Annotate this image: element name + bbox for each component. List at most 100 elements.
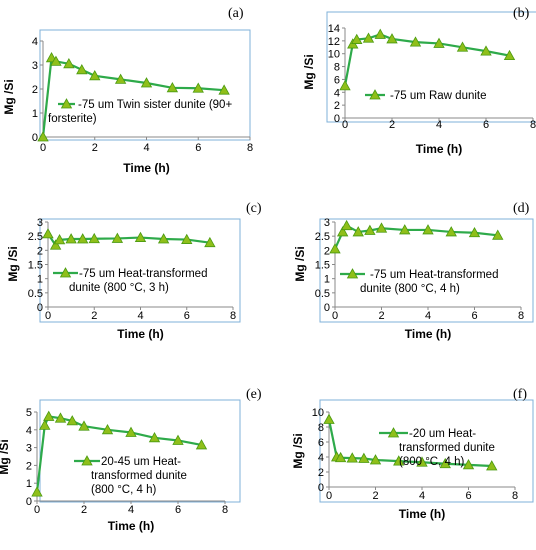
y-tick-label: 2.5: [28, 231, 43, 243]
x-tick-label: 2: [91, 310, 97, 322]
data-point: [172, 434, 184, 445]
y-tick-label: 2: [37, 245, 43, 257]
data-point: [166, 81, 179, 93]
y-tick-label: 4: [26, 425, 32, 437]
x-tick-label: 6: [471, 310, 477, 322]
data-point: [492, 229, 504, 240]
data-point: [101, 423, 114, 435]
y-tick-label: 1: [37, 274, 43, 286]
data-point: [468, 226, 481, 238]
y-tick-label: 2: [26, 460, 32, 472]
y-tick-label: 8: [318, 422, 324, 434]
x-tick-label: 2: [378, 310, 384, 322]
series-line: [41, 55, 225, 138]
data-point: [339, 80, 351, 91]
x-axis-title: Time (h): [108, 519, 154, 533]
y-tick-label: 0: [324, 302, 330, 314]
y-tick-label: 2: [318, 467, 324, 479]
data-point: [439, 457, 451, 469]
data-point: [369, 454, 382, 465]
x-axis-title: Time (h): [405, 327, 451, 341]
data-point: [218, 84, 230, 95]
y-tick-label: 6: [334, 74, 340, 86]
x-tick-label: 2: [372, 490, 378, 502]
x-tick-label: 8: [512, 490, 518, 502]
y-tick-label: 0: [32, 132, 38, 144]
y-tick-label: 10: [312, 407, 324, 419]
data-point: [111, 232, 124, 243]
y-tick-label: 10: [328, 49, 340, 61]
legend-marker: [369, 89, 381, 100]
data-point: [480, 45, 492, 56]
data-point: [399, 224, 411, 235]
legend-label: -75 um Heat-transformed: [79, 268, 207, 280]
data-point: [445, 226, 457, 237]
y-axis-title: Mg /Si: [293, 246, 307, 281]
data-point: [375, 222, 388, 233]
y-tick-label: 3: [26, 443, 32, 455]
x-tick-label: 6: [195, 142, 201, 154]
legend-label: dunite (800 °C, 3 h): [69, 282, 169, 294]
data-point: [409, 36, 422, 47]
y-axis-title: Mg /Si: [302, 54, 316, 89]
y-tick-label: 0: [334, 113, 340, 125]
data-point: [416, 456, 428, 467]
x-axis-title: Time (h): [399, 507, 445, 521]
x-tick-label: 0: [40, 142, 46, 154]
y-tick-label: 2: [324, 245, 330, 257]
data-point: [181, 233, 193, 244]
y-tick-label: 6: [318, 437, 324, 449]
chart-panel-1: 0 1 2 3 4 0 2 4 6 8 Time (h) Mg /Si (a) -75 um Twin s…: [2, 6, 253, 175]
y-tick-label: 3: [32, 60, 38, 72]
x-axis-title: Time (h): [117, 327, 163, 341]
y-tick-label: 0: [318, 482, 324, 494]
data-point: [77, 233, 89, 244]
legend-label: -20 um Heat-: [409, 428, 476, 440]
legend-label: -75 um Heat-transformed: [370, 269, 498, 281]
data-point: [204, 236, 216, 248]
plot-frame: [39, 218, 241, 323]
x-tick-label: 4: [128, 504, 134, 516]
data-point: [78, 420, 90, 431]
x-tick-label: 4: [436, 119, 442, 131]
y-axis-title: Mg /Si: [6, 246, 20, 281]
data-point: [66, 415, 78, 426]
y-axis-title: Mg /Si: [0, 439, 11, 474]
x-axis-title: Time (h): [416, 142, 462, 156]
data-point: [76, 63, 88, 75]
data-point: [386, 33, 398, 44]
data-point: [336, 226, 349, 237]
x-tick-label: 0: [342, 119, 348, 131]
y-tick-label: 0.5: [28, 288, 43, 300]
x-tick-label: 0: [34, 504, 40, 516]
data-point: [54, 412, 67, 423]
data-point: [39, 419, 51, 430]
y-tick-label: 4: [318, 452, 324, 464]
x-tick-label: 4: [425, 310, 431, 322]
data-point: [148, 431, 161, 443]
x-tick-label: 0: [326, 490, 332, 502]
x-tick-label: 2: [389, 119, 395, 131]
y-tick-label: 0: [26, 496, 32, 508]
legend-marker: [59, 267, 72, 278]
y-tick-label: 12: [328, 36, 340, 48]
data-point: [31, 486, 43, 497]
data-point: [125, 426, 137, 437]
x-tick-label: 4: [137, 310, 143, 322]
y-tick-label: 2: [32, 84, 38, 96]
data-point: [114, 73, 127, 84]
y-tick-label: 3: [37, 217, 43, 229]
data-point: [134, 231, 147, 242]
y-axis-title: Mg /Si: [291, 433, 305, 468]
legend-label: forsterite): [48, 113, 97, 125]
x-tick-label: 6: [483, 119, 489, 131]
y-tick-label: 2: [334, 100, 340, 112]
data-point: [351, 33, 363, 44]
x-tick-label: 8: [222, 504, 228, 516]
data-point: [63, 57, 75, 69]
y-tick-label: 8: [334, 62, 340, 74]
data-point: [334, 451, 347, 463]
